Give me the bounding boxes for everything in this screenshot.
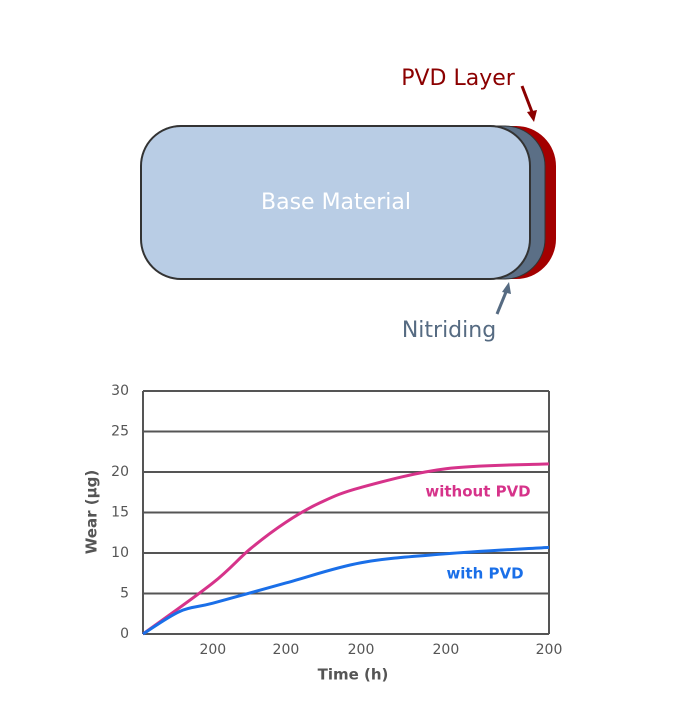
y-tick-label: 0 — [120, 626, 129, 642]
y-tick-label: 10 — [111, 545, 129, 561]
y-tick-label: 30 — [111, 383, 129, 399]
y-tick-label: 15 — [111, 505, 129, 521]
layer-diagram: Base Material PVD Layer Nitriding — [140, 66, 556, 343]
nitriding-arrowhead — [502, 282, 511, 294]
y-tick-label: 5 — [120, 586, 129, 602]
y-tick-label: 25 — [111, 424, 129, 440]
x-tick-label: 200 — [273, 642, 300, 658]
x-tick-label: 200 — [199, 642, 226, 658]
base-label: Base Material — [261, 190, 411, 215]
y-tick-label: 20 — [111, 464, 129, 480]
series-line — [142, 545, 550, 636]
x-tick-label: 200 — [433, 642, 460, 658]
series-line — [142, 462, 550, 636]
series-label: with PVD — [446, 565, 523, 583]
nitriding-arrow — [495, 291, 508, 315]
nitriding-label: Nitriding — [402, 318, 496, 343]
x-tick-label: 200 — [348, 642, 375, 658]
x-tick-label: 200 — [536, 642, 563, 658]
series-label: without PVD — [425, 483, 530, 501]
pvd-arrow — [520, 85, 534, 113]
pvd-label: PVD Layer — [401, 66, 516, 91]
base-material — [140, 125, 531, 280]
x-axis-title: Time (h) — [318, 666, 389, 684]
pvd-arrowhead — [527, 110, 537, 122]
chart: Time (h) Wear (µg) 0 5 10 15 20 25 30 200 200 200… — [83, 383, 563, 684]
y-axis-title: Wear (µg) — [83, 470, 101, 554]
